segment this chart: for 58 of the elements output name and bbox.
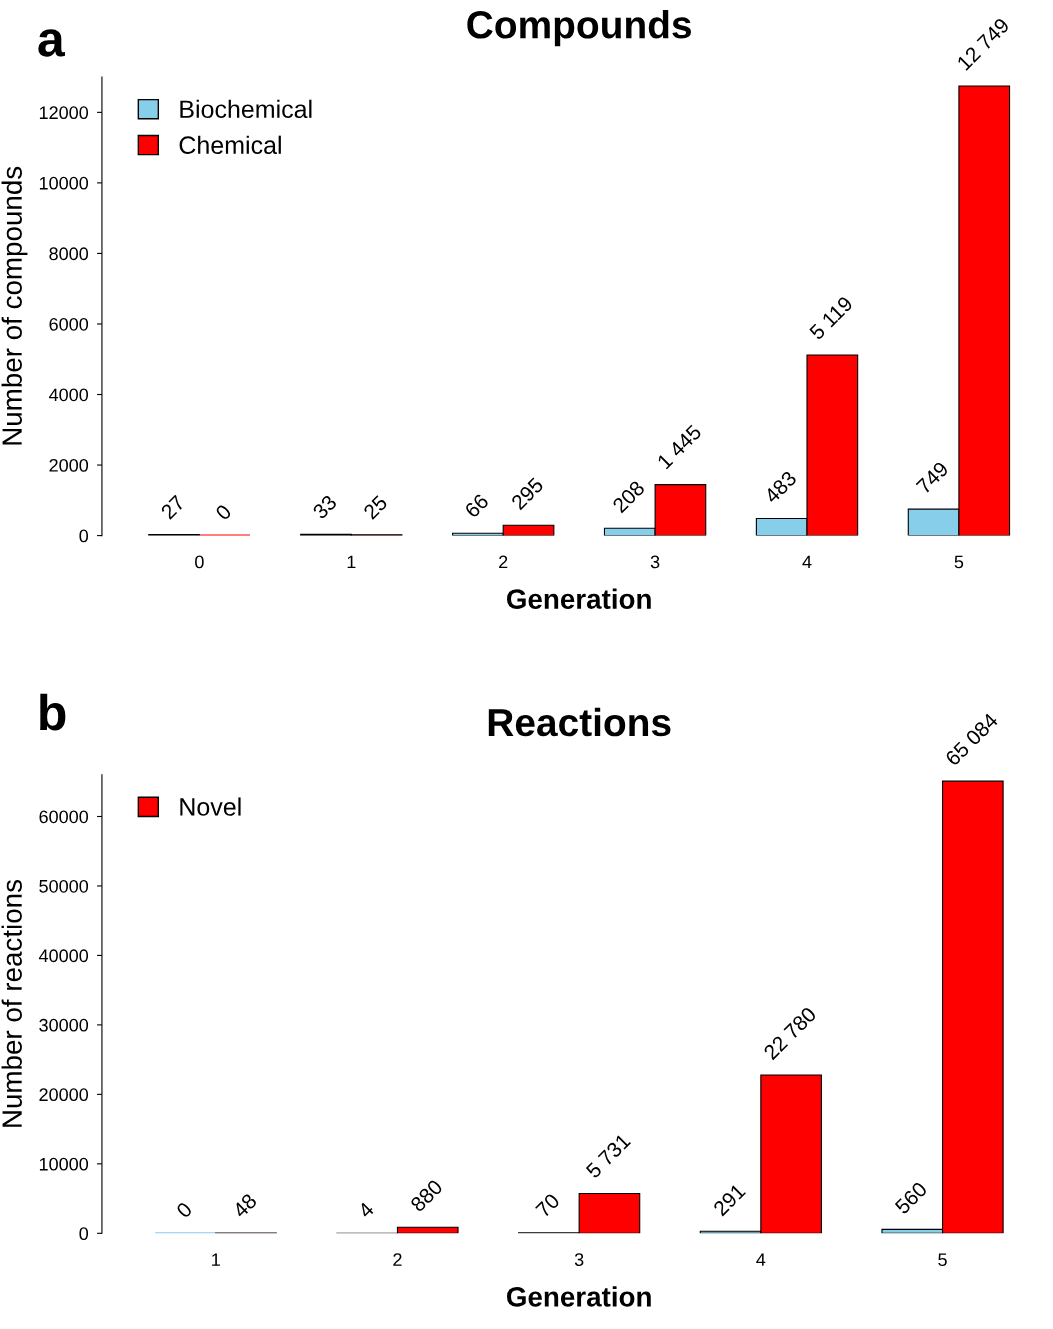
data-label: 12 749 [956, 17, 1011, 71]
y-tick-label: 12000 [39, 106, 89, 120]
data-label: 48 [231, 1192, 258, 1219]
y-tick-label: 10000 [39, 1157, 89, 1171]
x-tick-label: 2 [393, 1253, 402, 1266]
data-label: 4 [357, 1201, 375, 1219]
y-tick-label: 6000 [49, 317, 89, 331]
chart-title: Compounds [467, 10, 691, 47]
data-label: 1 445 [656, 424, 703, 470]
legend-label: Chemical [179, 135, 281, 155]
data-label: 0 [175, 1201, 193, 1219]
x-tick-label: 0 [195, 555, 204, 569]
y-tick-label: 10000 [39, 176, 89, 190]
x-tick-label: 2 [499, 555, 508, 569]
y-tick-label: 0 [79, 529, 89, 543]
data-label: 33 [311, 494, 338, 520]
y-tick-label: 60000 [39, 810, 89, 824]
data-label: 208 [611, 479, 646, 514]
y-tick-label: 4000 [49, 388, 89, 402]
y-tick-label: 30000 [39, 1018, 89, 1032]
y-tick-label: 20000 [39, 1088, 89, 1102]
data-label: 5 731 [585, 1132, 632, 1179]
data-label: 0 [214, 503, 233, 521]
y-tick-label: 8000 [49, 247, 89, 261]
legend-label: Novel [180, 797, 241, 816]
y-tick-label: 2000 [49, 458, 89, 472]
x-tick-label: 3 [650, 555, 660, 569]
data-label: 880 [409, 1178, 444, 1213]
data-label: 749 [915, 460, 950, 495]
x-axis-title: Generation [506, 588, 651, 609]
data-label: 27 [160, 494, 186, 520]
x-tick-label: 5 [938, 1253, 947, 1267]
x-tick-label: 4 [802, 555, 812, 569]
x-tick-label: 3 [574, 1253, 584, 1267]
y-axis-title: Number of compounds [1, 166, 28, 445]
x-axis-title: Generation [506, 1286, 651, 1307]
y-tick-label: 40000 [38, 949, 89, 963]
x-tick-label: 4 [756, 1253, 766, 1266]
data-label: 70 [534, 1192, 561, 1219]
chart-title: Reactions [488, 707, 671, 737]
y-axis-title: Number of reactions [1, 880, 22, 1127]
text: b [40, 693, 66, 731]
data-label: 22 780 [762, 1006, 818, 1061]
x-tick-label: 1 [212, 1253, 220, 1266]
x-tick-label: 1 [347, 555, 356, 569]
data-label: 483 [763, 470, 798, 505]
y-tick-label: 0 [79, 1227, 89, 1241]
data-label: 25 [362, 494, 389, 520]
y-tick-label: 50000 [39, 879, 89, 893]
x-tick-label: 5 [954, 555, 964, 569]
data-label: 66 [463, 493, 490, 519]
data-label: 5 119 [808, 295, 854, 341]
data-label: 65 084 [944, 712, 999, 767]
data-label: 291 [712, 1182, 747, 1217]
data-label: 560 [894, 1180, 928, 1215]
text: a [38, 29, 65, 57]
data-label: 295 [510, 476, 545, 511]
legend-label: Biochemical [180, 99, 312, 119]
